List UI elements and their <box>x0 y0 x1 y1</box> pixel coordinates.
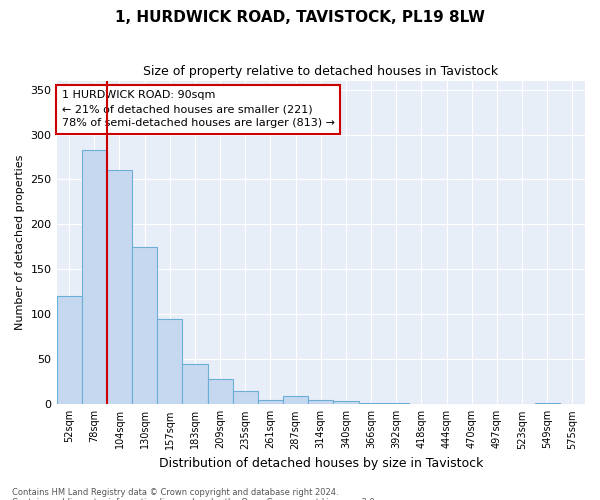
Text: Contains HM Land Registry data © Crown copyright and database right 2024.: Contains HM Land Registry data © Crown c… <box>12 488 338 497</box>
Title: Size of property relative to detached houses in Tavistock: Size of property relative to detached ho… <box>143 65 499 78</box>
Bar <box>308 400 334 404</box>
Bar <box>208 379 233 404</box>
Text: 1 HURDWICK ROAD: 90sqm
← 21% of detached houses are smaller (221)
78% of semi-de: 1 HURDWICK ROAD: 90sqm ← 21% of detached… <box>62 90 335 128</box>
Bar <box>233 391 258 404</box>
Bar <box>258 400 283 404</box>
Bar <box>56 296 82 405</box>
Bar <box>107 170 132 404</box>
Bar <box>334 400 359 404</box>
Text: Contains public sector information licensed under the Open Government Licence v3: Contains public sector information licen… <box>12 498 377 500</box>
Y-axis label: Number of detached properties: Number of detached properties <box>15 154 25 330</box>
Text: 1, HURDWICK ROAD, TAVISTOCK, PL19 8LW: 1, HURDWICK ROAD, TAVISTOCK, PL19 8LW <box>115 10 485 25</box>
Bar <box>157 319 182 404</box>
Bar <box>132 247 157 404</box>
Bar <box>82 150 107 405</box>
Bar <box>182 364 208 405</box>
Bar <box>283 396 308 404</box>
Bar <box>535 402 560 404</box>
X-axis label: Distribution of detached houses by size in Tavistock: Distribution of detached houses by size … <box>158 457 483 470</box>
